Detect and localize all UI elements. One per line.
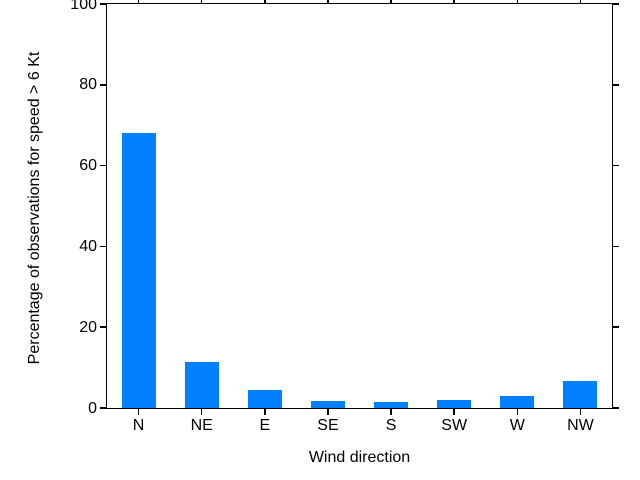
x-tick-label: NE — [190, 417, 213, 434]
x-tick-mirror — [137, 0, 140, 4]
y-tick — [100, 245, 107, 248]
x-tick — [516, 408, 519, 415]
y-tick-label: 80 — [79, 76, 97, 94]
y-tick-label: 40 — [79, 237, 97, 255]
y-tick-label: 60 — [79, 157, 97, 175]
x-tick — [390, 408, 392, 415]
x-tick — [264, 408, 266, 415]
x-tick-mirror — [579, 0, 582, 4]
x-tick-label: SW — [441, 417, 468, 434]
bar-NW — [563, 381, 598, 408]
x-tick — [137, 408, 140, 415]
x-tick-label: S — [385, 417, 397, 434]
y-tick-mirror — [612, 245, 619, 248]
bar-E — [247, 389, 282, 408]
x-tick — [200, 408, 203, 415]
x-tick — [327, 408, 329, 415]
x-tick-label: W — [509, 417, 525, 434]
bar-N — [121, 133, 156, 408]
bar-SE — [310, 401, 345, 408]
x-tick-label: SE — [317, 417, 339, 434]
bar-NE — [184, 361, 219, 408]
y-tick-label: 20 — [79, 318, 97, 336]
x-tick-mirror — [453, 0, 455, 4]
x-tick-mirror — [390, 0, 392, 4]
x-tick-label: E — [259, 417, 271, 434]
y-tick-mirror — [612, 407, 619, 409]
x-tick-mirror — [327, 0, 329, 4]
x-tick-label: N — [132, 417, 145, 434]
y-tick-mirror — [612, 164, 619, 167]
y-tick — [100, 407, 107, 409]
y-tick-mirror — [612, 3, 619, 5]
x-axis-title: Wind direction — [308, 449, 411, 466]
x-tick — [579, 408, 582, 415]
y-tick — [100, 84, 107, 86]
plot-area — [106, 3, 613, 409]
y-tick — [100, 3, 107, 5]
x-tick-label: NW — [567, 417, 594, 434]
y-tick — [100, 326, 107, 328]
bar-S — [374, 402, 409, 408]
y-tick-mirror — [612, 84, 619, 86]
y-tick — [100, 164, 107, 167]
x-tick-mirror — [264, 0, 266, 4]
x-tick — [453, 408, 455, 415]
x-tick-mirror — [516, 0, 519, 4]
y-tick-label: 0 — [88, 399, 97, 417]
bar-W — [500, 396, 535, 408]
x-tick-mirror — [200, 0, 203, 4]
y-tick-mirror — [612, 326, 619, 328]
bar-SW — [437, 399, 472, 408]
y-tick-label: 100 — [70, 0, 97, 13]
